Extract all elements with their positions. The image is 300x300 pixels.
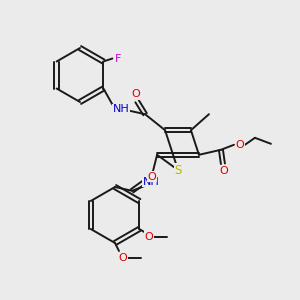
Text: O: O — [236, 140, 244, 150]
Text: O: O — [148, 172, 157, 182]
Text: O: O — [118, 253, 127, 263]
Text: F: F — [115, 53, 122, 64]
Text: NH: NH — [143, 177, 160, 187]
Text: O: O — [145, 232, 154, 242]
Text: O: O — [132, 89, 140, 99]
Text: S: S — [174, 164, 182, 176]
Text: NH: NH — [113, 104, 129, 114]
Text: O: O — [220, 166, 228, 176]
